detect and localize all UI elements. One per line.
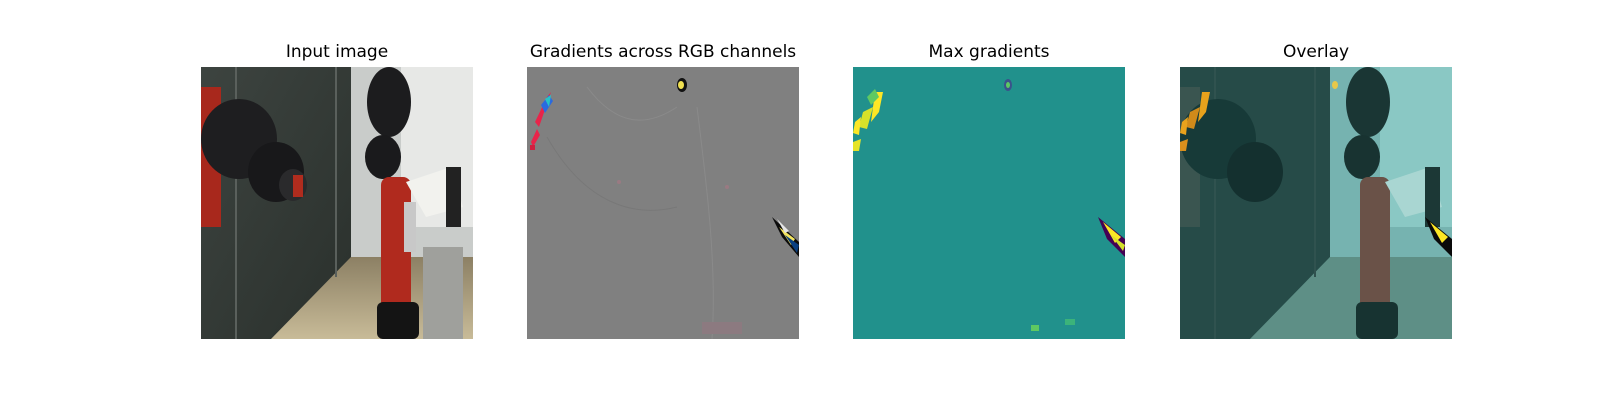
max-gradients-image	[853, 67, 1125, 339]
panel-title: Overlay	[1282, 42, 1350, 62]
panel-max-gradients: Max gradients	[853, 40, 1125, 340]
panel-title: Gradients across RGB channels	[529, 42, 797, 62]
overlay-image	[1180, 67, 1452, 339]
panel-title: Input image	[285, 42, 389, 62]
panel-input-image: Input image	[201, 40, 473, 340]
input-image	[201, 67, 473, 339]
panel-title: Max gradients	[928, 42, 1050, 62]
rgb-gradients-image	[527, 67, 799, 339]
panel-overlay: Overlay	[1180, 40, 1452, 340]
panel-rgb-gradients: Gradients across RGB channels	[527, 40, 799, 340]
